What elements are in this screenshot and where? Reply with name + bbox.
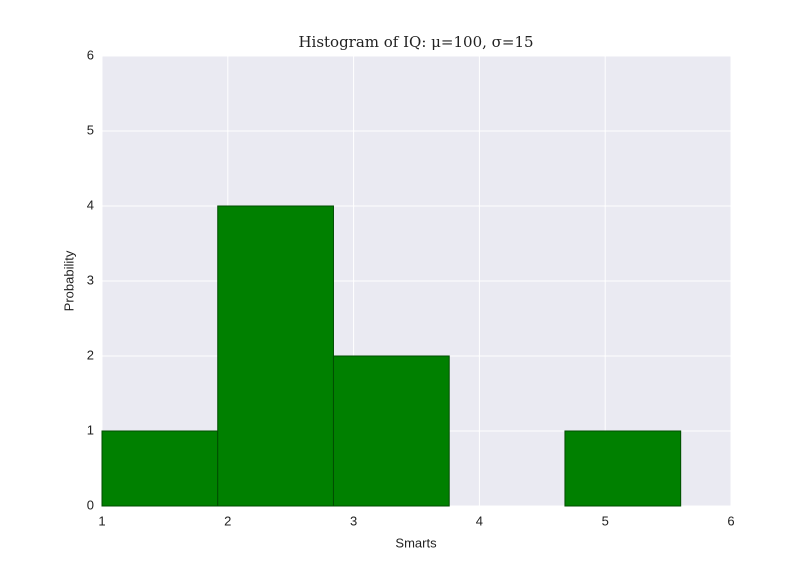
- chart-title: Histogram of IQ: μ=100, σ=15: [298, 33, 533, 51]
- x-tick-label: 4: [476, 513, 483, 528]
- bar: [217, 205, 334, 507]
- bar: [564, 430, 682, 507]
- y-tick-label: 1: [87, 422, 94, 437]
- bar: [101, 430, 219, 507]
- x-tick-label: 1: [98, 513, 105, 528]
- x-tick-label: 3: [350, 513, 357, 528]
- y-tick-label: 6: [87, 47, 94, 62]
- y-tick-label: 3: [87, 272, 94, 287]
- y-tick-label: 2: [87, 347, 94, 362]
- x-axis-label: Smarts: [395, 535, 437, 550]
- x-tick-label: 6: [727, 513, 734, 528]
- x-tick-label: 5: [602, 513, 609, 528]
- y-tick-label: 4: [87, 197, 94, 212]
- bar: [332, 355, 450, 507]
- y-axis-label: Probability: [61, 250, 76, 311]
- y-tick-label: 5: [87, 122, 94, 137]
- x-tick-label: 2: [224, 513, 231, 528]
- y-tick-label: 0: [87, 497, 94, 512]
